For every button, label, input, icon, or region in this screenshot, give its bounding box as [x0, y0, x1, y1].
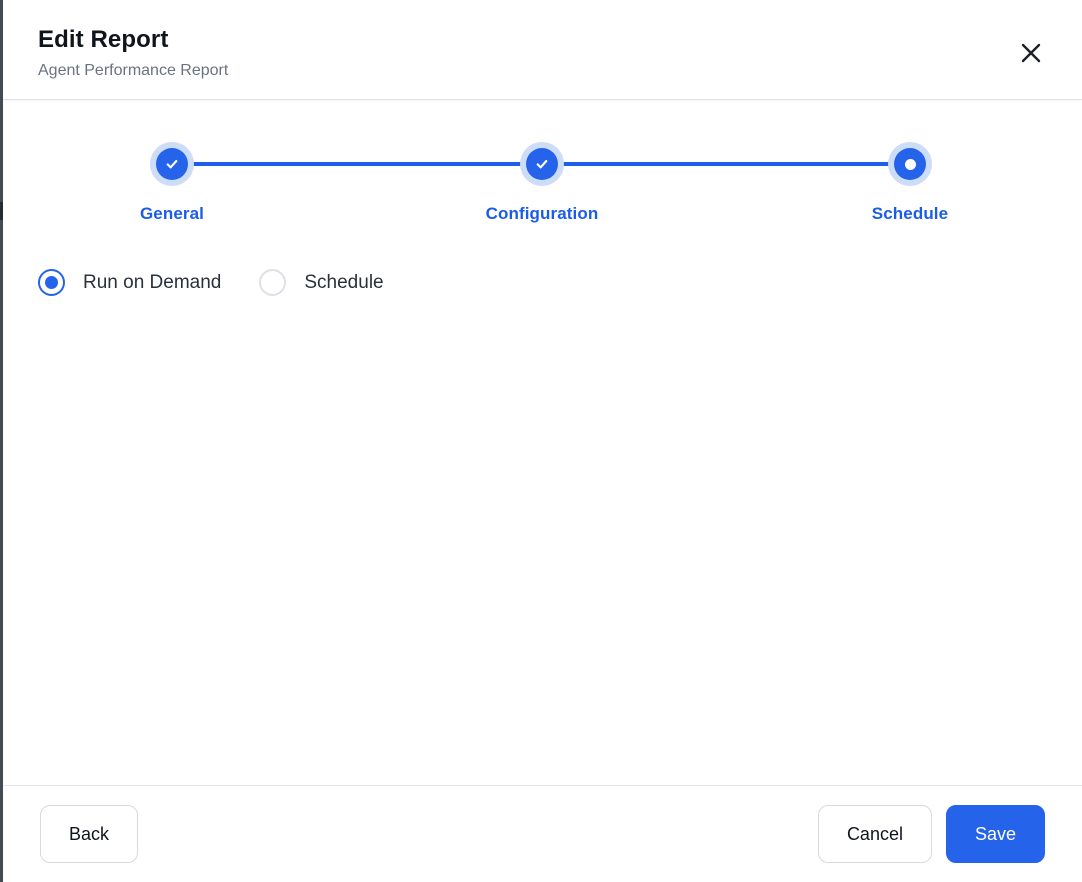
save-button[interactable]: Save — [945, 805, 1045, 863]
stepper: General Configuration Schedule — [3, 0, 1082, 240]
step-halo — [520, 142, 564, 186]
step-circle-completed — [156, 148, 188, 180]
step-halo — [150, 142, 194, 186]
close-icon[interactable] — [1014, 36, 1048, 70]
step-circle-current — [894, 148, 926, 180]
modal-title: Edit Report — [38, 26, 169, 53]
radio-selected-icon[interactable] — [38, 269, 65, 296]
radio-label-schedule: Schedule — [304, 271, 384, 293]
cancel-button[interactable]: Cancel — [817, 805, 932, 863]
stepper-step-configuration[interactable]: Configuration — [432, 142, 652, 224]
stepper-step-general[interactable]: General — [62, 142, 282, 224]
radio-label-run-on-demand: Run on Demand — [83, 271, 222, 293]
schedule-type-radio-group: Run on Demand Schedule — [38, 269, 384, 296]
dot-icon — [904, 158, 916, 170]
background-page-sliver — [0, 202, 3, 220]
radio-unselected-icon[interactable] — [259, 269, 287, 296]
step-circle-completed — [526, 148, 558, 180]
stepper-step-schedule[interactable]: Schedule — [800, 142, 1020, 224]
modal-footer: Back Cancel Save — [3, 785, 1082, 882]
step-label-configuration: Configuration — [485, 204, 599, 223]
step-halo — [888, 142, 932, 186]
footer-right-actions: Cancel Save — [817, 805, 1045, 863]
radio-dot — [45, 276, 58, 289]
modal-header: Edit Report Agent Performance Report — [3, 0, 1082, 100]
step-label-schedule: Schedule — [871, 204, 949, 223]
radio-schedule[interactable]: Schedule — [259, 269, 384, 296]
check-icon — [166, 159, 178, 169]
step-label-general: General — [139, 204, 204, 223]
back-button[interactable]: Back — [40, 805, 139, 863]
modal-subtitle: Agent Performance Report — [38, 62, 229, 79]
radio-run-on-demand[interactable]: Run on Demand — [38, 269, 221, 296]
close-x-icon — [1021, 43, 1041, 63]
check-icon — [536, 159, 548, 169]
